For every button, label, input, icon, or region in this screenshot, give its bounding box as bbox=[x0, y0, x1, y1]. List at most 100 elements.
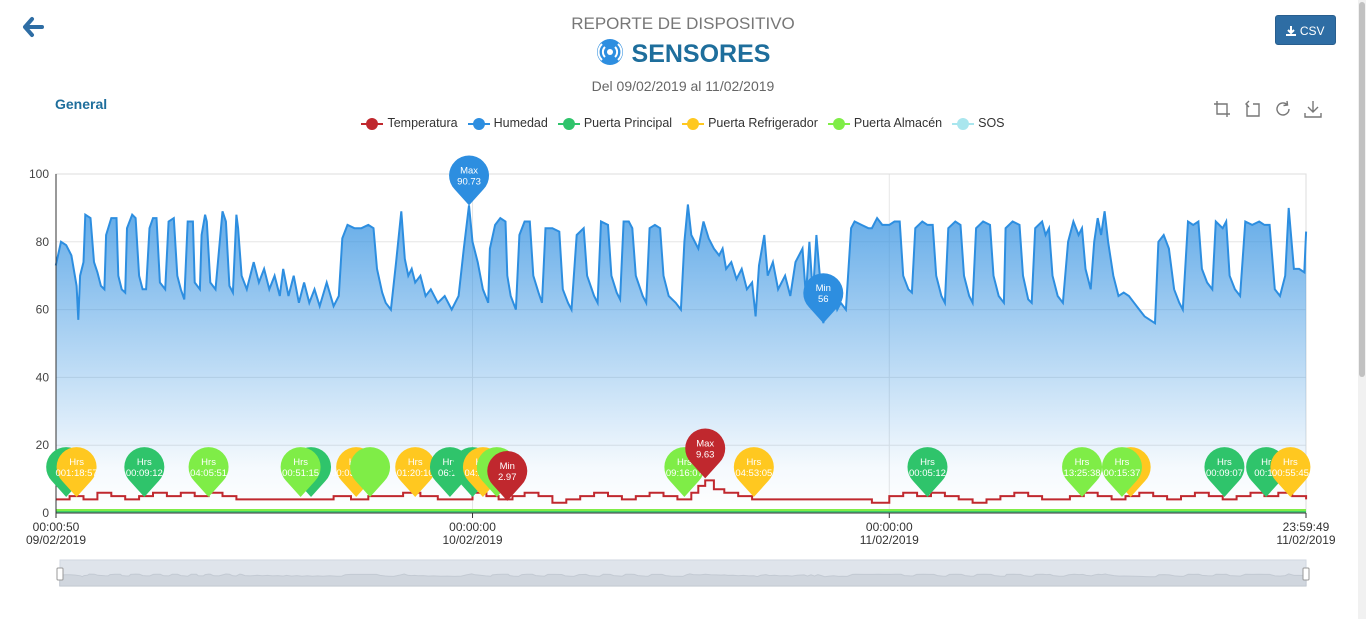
pin-label: Hr bbox=[1261, 457, 1271, 468]
pin-label: Max bbox=[696, 438, 714, 449]
legend-label: SOS bbox=[978, 116, 1005, 130]
page-scrollbar[interactable] bbox=[1358, 0, 1366, 619]
pin-label: 00:05:12 bbox=[909, 468, 946, 479]
x-tick-time: 23:59:49 bbox=[1283, 520, 1330, 534]
x-tick-date: 09/02/2019 bbox=[26, 533, 86, 547]
pin-label: 9.63 bbox=[696, 449, 715, 460]
y-tick-label: 20 bbox=[36, 438, 50, 452]
pin-label: Hrs bbox=[137, 457, 152, 468]
pin-label: 00:51:15 bbox=[282, 468, 319, 479]
pin-label: 04:05:51 bbox=[190, 468, 227, 479]
pin-label: 90.73 bbox=[457, 176, 481, 187]
pin-shape bbox=[1062, 447, 1103, 497]
legend-item-puerta-almacen[interactable]: Puerta Almacén bbox=[827, 116, 943, 130]
pin-shape bbox=[1101, 447, 1142, 497]
y-tick-label: 100 bbox=[29, 167, 49, 181]
pin-label: Hrs bbox=[408, 457, 423, 468]
pin-shape bbox=[803, 273, 844, 324]
y-tick-label: 0 bbox=[42, 506, 49, 520]
legend-label: Puerta Principal bbox=[583, 116, 673, 130]
y-tick-label: 80 bbox=[36, 235, 50, 249]
pin-shape bbox=[350, 447, 391, 497]
legend-label: Puerta Almacén bbox=[853, 116, 943, 130]
pin-shape bbox=[188, 447, 229, 497]
x-tick-date: 10/02/2019 bbox=[442, 533, 502, 547]
scrollbar-thumb[interactable] bbox=[1359, 2, 1365, 377]
section-title-text: SENSORES bbox=[631, 40, 771, 69]
legend-item-temperatura[interactable]: Temperatura bbox=[361, 116, 458, 130]
sensor-broadcast-icon bbox=[596, 38, 624, 73]
chart-toolbox bbox=[1213, 100, 1330, 120]
zoom-area-icon[interactable] bbox=[1213, 100, 1233, 120]
zoom-reset-icon[interactable] bbox=[1243, 100, 1263, 120]
pin-label: 00:10 bbox=[1254, 468, 1278, 479]
pin-label: 56 bbox=[818, 294, 829, 305]
date-range: Del 09/02/2019 al 11/02/2019 bbox=[591, 78, 775, 94]
humedad-area bbox=[55, 204, 1307, 513]
pin-shape bbox=[124, 447, 165, 497]
legend-item-puerta-principal[interactable]: Puerta Principal bbox=[557, 116, 673, 130]
legend-item-humedad[interactable]: Humedad bbox=[467, 116, 548, 130]
zoom-slider-window bbox=[60, 560, 1306, 586]
pin-label: 04:53:05 bbox=[735, 468, 772, 479]
back-arrow-icon[interactable] bbox=[22, 16, 48, 42]
pin-label: Hrs bbox=[69, 457, 84, 468]
pin-label: Min bbox=[816, 283, 831, 294]
legend-item-sos[interactable]: SOS bbox=[952, 116, 1005, 130]
legend-label: Puerta Refrigerador bbox=[708, 116, 818, 130]
download-icon bbox=[1286, 24, 1299, 38]
pin-label: Hrs bbox=[1075, 457, 1090, 468]
tab-general[interactable]: General bbox=[55, 96, 108, 112]
y-tick-label: 60 bbox=[36, 303, 50, 317]
pin-label: Hrs bbox=[920, 457, 935, 468]
temperatura-line bbox=[55, 479, 1308, 504]
x-tick-date: 11/02/2019 bbox=[1276, 533, 1335, 547]
zoom-handle-right[interactable] bbox=[1302, 567, 1310, 581]
pin-label: 06:10 bbox=[438, 468, 462, 479]
door-status-band bbox=[56, 509, 1306, 512]
pin-label: Hrs bbox=[1115, 457, 1130, 468]
csv-label: CSV bbox=[1299, 24, 1325, 38]
restore-icon[interactable] bbox=[1274, 100, 1294, 120]
pin-shape bbox=[280, 447, 321, 497]
pin-shape bbox=[449, 155, 490, 206]
humedad-line bbox=[54, 204, 1308, 326]
pin-label: Hrs bbox=[677, 457, 692, 468]
zoom-handle-left[interactable] bbox=[56, 567, 64, 581]
zoom-slider-preview bbox=[59, 573, 1307, 587]
pin-shape bbox=[56, 447, 97, 497]
pin-shape bbox=[395, 447, 436, 497]
pin-shape bbox=[907, 447, 948, 497]
section-title: SENSORES bbox=[0, 38, 1366, 73]
pin-shape bbox=[1270, 447, 1311, 497]
report-title: REPORTE DE DISPOSITIVO bbox=[571, 14, 795, 33]
legend-marker bbox=[557, 117, 580, 130]
legend-marker bbox=[827, 117, 850, 130]
x-tick-time: 00:00:00 bbox=[866, 520, 913, 534]
pin-label: 09:16:07 bbox=[666, 468, 703, 479]
pin-shape bbox=[685, 428, 726, 479]
pin-label: Hrs bbox=[443, 457, 458, 468]
csv-download-button[interactable]: CSV bbox=[1275, 15, 1336, 45]
pin-label: Hrs bbox=[1217, 457, 1232, 468]
pin-label: Hrs bbox=[201, 457, 216, 468]
pin-label: Hrs bbox=[1283, 457, 1298, 468]
pin-label: Hrs bbox=[746, 457, 761, 468]
legend-item-puerta-refrigerador[interactable]: Puerta Refrigerador bbox=[682, 116, 818, 130]
pin-label: 00:09:12 bbox=[126, 468, 163, 479]
x-tick-time: 00:00:50 bbox=[33, 520, 80, 534]
legend-label: Temperatura bbox=[387, 116, 458, 130]
save-image-icon[interactable] bbox=[1304, 100, 1324, 120]
legend-marker bbox=[952, 117, 975, 130]
pin-shape bbox=[487, 451, 528, 501]
